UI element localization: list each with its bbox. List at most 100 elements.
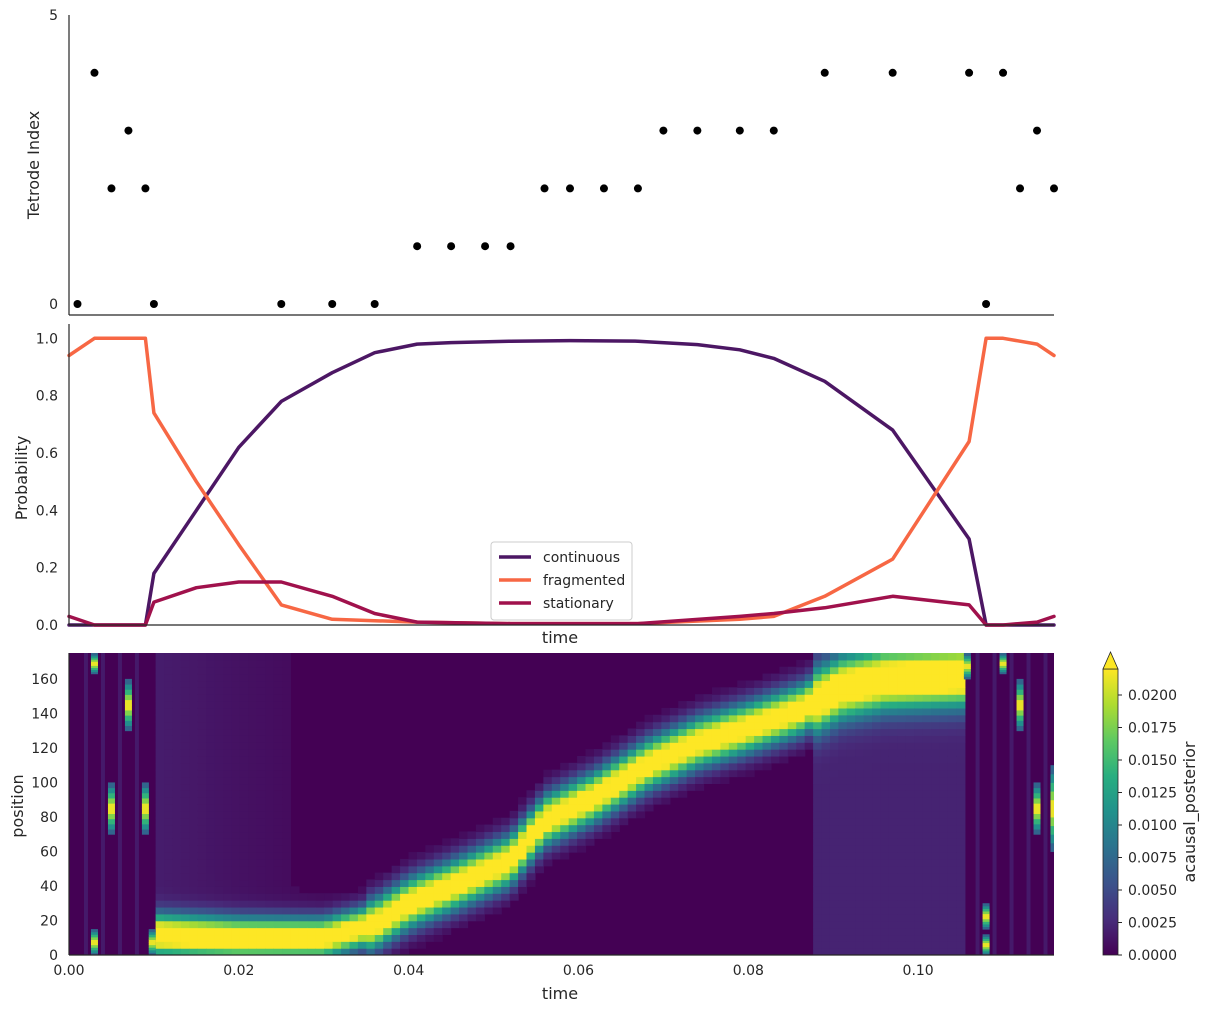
heatmap-cell bbox=[239, 906, 249, 915]
heatmap-cell bbox=[206, 865, 216, 874]
heatmap-cell bbox=[214, 948, 224, 955]
heatmap-cell bbox=[897, 749, 907, 757]
heatmap-cell bbox=[829, 865, 839, 874]
heatmap-cell bbox=[880, 673, 890, 682]
heatmap-cell bbox=[231, 776, 241, 785]
heatmap-cell bbox=[888, 941, 899, 949]
heatmap-cell bbox=[585, 824, 595, 833]
heatmap-cell bbox=[745, 735, 755, 743]
heatmap-cell bbox=[189, 673, 199, 682]
heatmap-cell bbox=[754, 728, 764, 736]
heatmap-cell bbox=[872, 728, 882, 736]
heatmap-cell bbox=[872, 673, 882, 682]
heatmap-cell bbox=[239, 797, 249, 805]
heatmap-cell bbox=[770, 694, 780, 702]
heatmap-cell bbox=[813, 797, 823, 805]
heatmap-cell bbox=[931, 701, 941, 709]
heatmap-cell bbox=[197, 817, 207, 826]
heatmap-cell bbox=[560, 845, 570, 853]
heatmap-cell bbox=[939, 852, 949, 860]
heatmap-cell bbox=[939, 872, 949, 881]
heatmap-spike-column bbox=[982, 946, 990, 950]
heatmap-cell bbox=[947, 934, 958, 942]
heatmap-cell bbox=[442, 865, 452, 874]
heatmap-cell bbox=[661, 749, 671, 757]
heatmap-cell bbox=[585, 804, 595, 812]
heatmap-cell bbox=[248, 804, 258, 812]
heatmap-cell bbox=[931, 755, 941, 764]
heatmap-cell bbox=[273, 831, 283, 839]
heatmap-cell bbox=[433, 845, 443, 853]
heatmap-cell bbox=[737, 728, 747, 736]
heatmap-cell bbox=[298, 906, 308, 915]
heatmap-cell bbox=[374, 927, 384, 936]
heatmap-cell bbox=[956, 728, 966, 736]
heatmap-cell bbox=[206, 941, 216, 949]
heatmap-cell bbox=[855, 824, 865, 833]
heatmap-cell bbox=[829, 879, 839, 887]
heatmap-cell bbox=[501, 886, 511, 894]
heatmap-cell bbox=[872, 762, 882, 771]
heatmap-cell bbox=[897, 762, 907, 771]
heatmap-cell bbox=[947, 680, 958, 688]
heatmap-cell bbox=[248, 927, 258, 936]
heatmap-cell bbox=[197, 858, 207, 867]
heatmap-cell bbox=[560, 804, 570, 812]
heatmap-cell bbox=[846, 838, 856, 846]
heatmap-cell bbox=[821, 659, 831, 668]
heatmap-cell bbox=[256, 680, 266, 688]
heatmap-y-tick-label: 140 bbox=[31, 706, 58, 722]
heatmap-cell bbox=[155, 797, 165, 805]
colorbar-tick-label: 0.0025 bbox=[1128, 916, 1177, 932]
heatmap-cell bbox=[897, 865, 907, 874]
heatmap-cell bbox=[332, 920, 342, 929]
heatmap-cell bbox=[366, 906, 376, 915]
heatmap-spike-column bbox=[999, 669, 1007, 673]
heatmap-cell bbox=[223, 783, 233, 791]
heatmap-cell bbox=[189, 941, 199, 949]
heatmap-stripe bbox=[100, 653, 105, 955]
heatmap-cell bbox=[602, 810, 612, 819]
heatmap-cell bbox=[577, 769, 587, 778]
heatmap-cell bbox=[745, 749, 755, 757]
heatmap-cell bbox=[762, 694, 772, 702]
heatmap-cell bbox=[273, 666, 283, 675]
heatmap-cell bbox=[290, 927, 300, 936]
heatmap-cell bbox=[197, 749, 207, 757]
heatmap-cell bbox=[341, 900, 351, 908]
heatmap-cell bbox=[265, 845, 275, 853]
heatmap-cell bbox=[947, 666, 958, 675]
heatmap-cell bbox=[947, 721, 958, 730]
heatmap-cell bbox=[863, 776, 873, 785]
heatmap-cell bbox=[838, 666, 848, 675]
heatmap-cell bbox=[838, 810, 848, 819]
heatmap-cell bbox=[636, 755, 646, 764]
heatmap-cell bbox=[855, 714, 865, 723]
heatmap-cell bbox=[905, 762, 915, 771]
heatmap-spike-column bbox=[90, 667, 98, 671]
heatmap-cell bbox=[568, 845, 578, 853]
heatmap-cell bbox=[349, 906, 359, 915]
heatmap-cell bbox=[838, 790, 848, 798]
heatmap-cell bbox=[189, 852, 199, 860]
heatmap-cell bbox=[282, 886, 292, 894]
heatmap-cell bbox=[366, 886, 376, 894]
heatmap-cell bbox=[273, 673, 283, 682]
heatmap-cell bbox=[265, 838, 275, 846]
heatmap-cell bbox=[180, 783, 190, 791]
heatmap-cell bbox=[720, 762, 730, 771]
heatmap-cell bbox=[164, 893, 174, 901]
heatmap-cell bbox=[905, 666, 915, 675]
heatmap-cell bbox=[214, 831, 224, 839]
heatmap-cell bbox=[931, 790, 941, 798]
heatmap-x-tick-label: 0.10 bbox=[903, 963, 934, 979]
heatmap-cell bbox=[661, 762, 671, 771]
heatmap-stripe bbox=[992, 653, 997, 955]
heatmap-cell bbox=[231, 852, 241, 860]
heatmap-cell bbox=[872, 735, 882, 743]
heatmap-cell bbox=[602, 749, 612, 757]
heatmap-cell bbox=[239, 769, 249, 778]
heatmap-cell bbox=[585, 790, 595, 798]
heatmap-cell bbox=[172, 886, 182, 894]
heatmap-cell bbox=[172, 872, 182, 881]
